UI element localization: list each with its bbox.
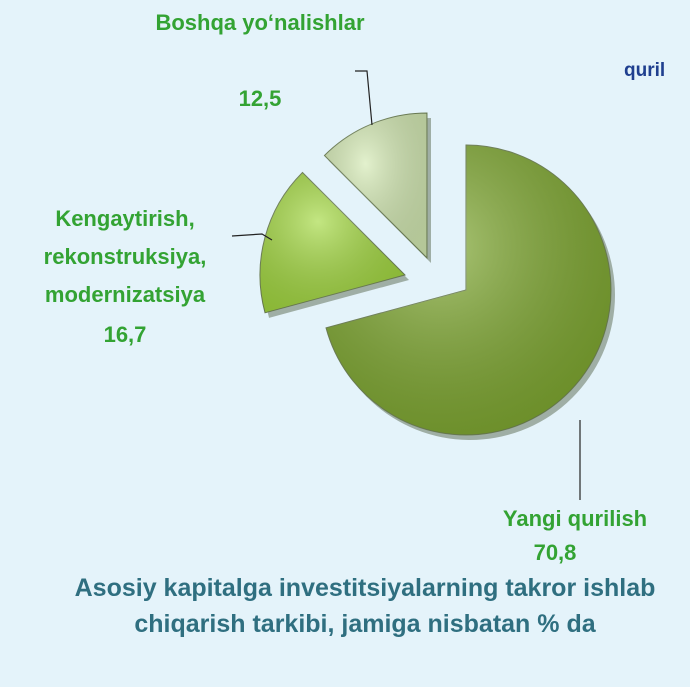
slice-value: 16,7	[103, 322, 147, 347]
leader-line	[355, 70, 373, 126]
chart-title: Asosiy kapitalga investitsiyalarning tak…	[74, 574, 656, 638]
slice-label: Boshqa yo‘nalishlar	[155, 10, 365, 35]
leader-line	[231, 233, 273, 241]
slice-label: Kengaytirish, rekonstruksiya, modernizat…	[43, 206, 207, 307]
annotation: quril	[624, 60, 666, 81]
slice-label: Yangi qurilish	[502, 506, 648, 531]
slice-value: 70,8	[533, 540, 577, 565]
slice-value: 12,5	[238, 86, 282, 111]
